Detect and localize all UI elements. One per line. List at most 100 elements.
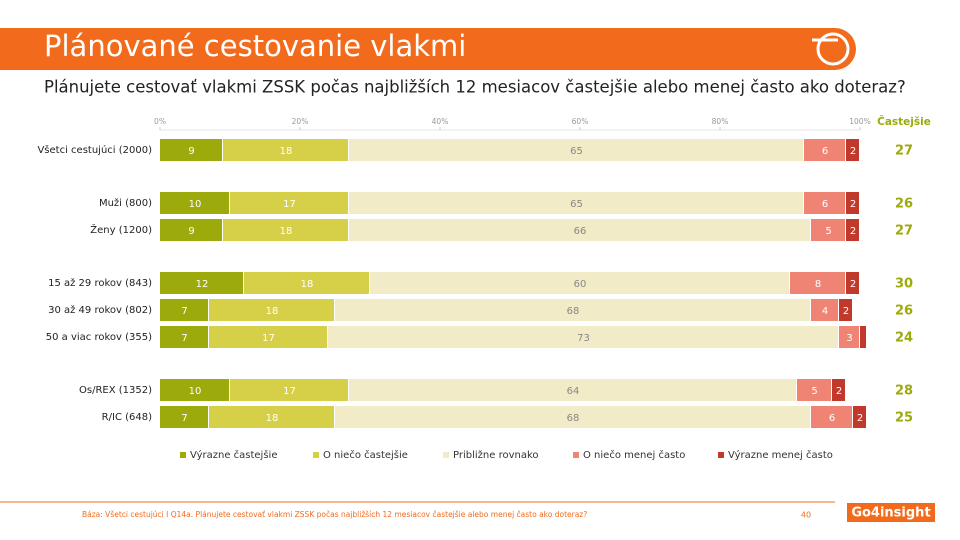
value-label: 6 bbox=[822, 146, 828, 157]
bar-segment bbox=[846, 139, 859, 161]
value-label: 65 bbox=[570, 146, 583, 157]
x-tick-label: 40% bbox=[432, 117, 449, 126]
bar-segment bbox=[797, 379, 831, 401]
value-label: 65 bbox=[570, 199, 583, 210]
value-label: 68 bbox=[567, 306, 580, 317]
bar-segment bbox=[370, 272, 789, 294]
value-label: 7 bbox=[181, 333, 187, 344]
x-tick-label: 20% bbox=[292, 117, 309, 126]
legend-label: O niečo častejšie bbox=[323, 449, 408, 461]
value-label: 2 bbox=[843, 306, 849, 317]
brand: Go4insight bbox=[851, 506, 930, 521]
legend-label: Približne rovnako bbox=[453, 449, 539, 461]
legend-label: Výrazne menej často bbox=[728, 449, 833, 461]
legend-swatch bbox=[313, 452, 319, 458]
legend-swatch bbox=[180, 452, 186, 458]
bar-segment bbox=[349, 192, 803, 214]
bar-segment bbox=[335, 406, 810, 428]
bar-segment bbox=[209, 299, 334, 321]
category-label: Muži (800) bbox=[99, 197, 152, 209]
bar-segment bbox=[811, 299, 838, 321]
value-label: 2 bbox=[850, 146, 856, 157]
bar-segment bbox=[160, 406, 208, 428]
bar-segment bbox=[223, 219, 348, 241]
bar-segment bbox=[160, 379, 229, 401]
bar-segment bbox=[832, 379, 845, 401]
value-label: 17 bbox=[262, 333, 275, 344]
total-value: 30 bbox=[895, 277, 913, 292]
value-label: 18 bbox=[266, 306, 279, 317]
value-label: 2 bbox=[850, 279, 856, 290]
bar-segment bbox=[244, 272, 369, 294]
bar-segment bbox=[160, 272, 243, 294]
bar-segment bbox=[209, 406, 334, 428]
subtitle: Plánujete cestovať vlakmi ZSSK počas naj… bbox=[44, 78, 906, 97]
value-label: 9 bbox=[188, 226, 194, 237]
value-label: 6 bbox=[829, 413, 835, 424]
value-label: 5 bbox=[825, 226, 831, 237]
value-label: 6 bbox=[822, 199, 828, 210]
bar-segment bbox=[839, 299, 852, 321]
bar-segment bbox=[349, 379, 796, 401]
bar-segment bbox=[860, 326, 866, 348]
value-label: 18 bbox=[266, 413, 279, 424]
brand-box bbox=[847, 503, 935, 522]
value-label: 9 bbox=[188, 146, 194, 157]
title: Plánované cestovanie vlakmi bbox=[44, 29, 466, 63]
totals-header: Častejšie bbox=[877, 115, 931, 128]
value-label: 2 bbox=[850, 226, 856, 237]
bar-segment bbox=[230, 379, 348, 401]
value-label: 8 bbox=[815, 279, 821, 290]
x-tick-label: 0% bbox=[154, 117, 166, 126]
total-value: 26 bbox=[895, 304, 913, 319]
bar-segment bbox=[349, 219, 810, 241]
value-label: 64 bbox=[567, 386, 580, 397]
bar-segment bbox=[846, 192, 859, 214]
total-value: 28 bbox=[895, 384, 913, 399]
category-label: 30 až 49 rokov (802) bbox=[48, 304, 152, 316]
category-label: Os/REX (1352) bbox=[79, 385, 152, 396]
value-label: 18 bbox=[301, 279, 314, 290]
value-label: 5 bbox=[811, 386, 817, 397]
value-label: 2 bbox=[850, 199, 856, 210]
legend-swatch bbox=[443, 452, 449, 458]
value-label: 18 bbox=[280, 226, 293, 237]
value-label: 17 bbox=[283, 386, 296, 397]
bar-segment bbox=[160, 219, 222, 241]
legend-swatch bbox=[573, 452, 579, 458]
category-label: 15 až 29 rokov (843) bbox=[48, 277, 152, 289]
bar-segment bbox=[160, 326, 208, 348]
bar-segment bbox=[230, 192, 348, 214]
value-label: 7 bbox=[181, 413, 187, 424]
total-value: 24 bbox=[895, 331, 913, 346]
bar-segment bbox=[328, 326, 838, 348]
bar-segment bbox=[160, 299, 208, 321]
category-label: Ženy (1200) bbox=[90, 223, 152, 236]
bar-segment bbox=[209, 326, 327, 348]
value-label: 60 bbox=[574, 279, 587, 290]
total-value: 26 bbox=[895, 197, 913, 212]
total-value: 25 bbox=[895, 411, 913, 426]
category-label: R/IC (648) bbox=[102, 412, 152, 423]
bar-segment bbox=[811, 219, 845, 241]
header-bar bbox=[0, 28, 856, 70]
value-label: 4 bbox=[822, 306, 828, 317]
value-label: 10 bbox=[189, 199, 202, 210]
value-label: 2 bbox=[857, 413, 863, 424]
value-label: 68 bbox=[567, 413, 580, 424]
bar-segment bbox=[839, 326, 859, 348]
legend-swatch bbox=[718, 452, 724, 458]
bar-segment bbox=[790, 272, 845, 294]
bar-segment bbox=[160, 139, 222, 161]
bar-segment bbox=[811, 406, 852, 428]
value-label: 7 bbox=[181, 306, 187, 317]
total-value: 27 bbox=[895, 144, 913, 159]
page-number: 40 bbox=[801, 511, 811, 520]
bar-segment bbox=[349, 139, 803, 161]
bar-segment bbox=[335, 299, 810, 321]
bar-segment bbox=[846, 219, 859, 241]
value-label: 12 bbox=[196, 279, 209, 290]
x-tick-label: 60% bbox=[572, 117, 589, 126]
category-label: Všetci cestujúci (2000) bbox=[37, 144, 152, 156]
bar-segment bbox=[160, 192, 229, 214]
